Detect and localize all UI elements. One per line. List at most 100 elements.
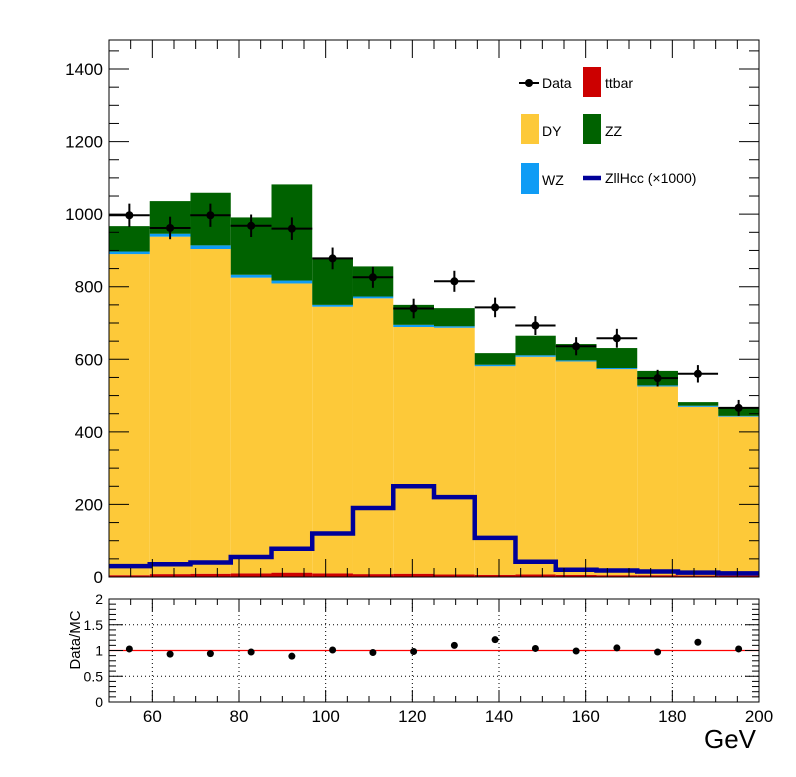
data-point — [166, 223, 175, 232]
bar-DY — [434, 327, 475, 575]
bar-DY — [677, 406, 719, 576]
bar-WZ — [352, 296, 394, 299]
bar-DY — [352, 298, 394, 575]
ratio-point — [247, 648, 255, 656]
legend-signal-label: ZllHcc (×1000) — [605, 170, 696, 186]
ratio-point — [329, 646, 337, 654]
bar-ttbar — [109, 575, 150, 577]
bar-ttbar — [190, 573, 231, 577]
legend-data-marker — [525, 79, 533, 87]
ratio-point — [206, 650, 214, 658]
bar-WZ — [109, 251, 150, 255]
y-tick-label: 400 — [75, 423, 103, 442]
bar-WZ — [677, 405, 719, 407]
y-tick-label: 800 — [75, 278, 103, 297]
legend: Data ttbar DY ZZ WZ ZllHcc (×1000) — [519, 67, 696, 194]
bar-DY — [271, 283, 313, 573]
ratio-points — [125, 636, 743, 660]
bar-WZ — [393, 324, 434, 328]
main-y-axis: 0 200 400 600 800 1000 1200 1400 — [65, 50, 759, 587]
x-tick-label: 80 — [230, 707, 249, 726]
bar-DY — [596, 369, 638, 576]
ratio-point — [694, 638, 702, 646]
bar-DY — [312, 306, 353, 574]
bar-DY — [718, 416, 759, 576]
bar-ttbar — [718, 575, 759, 577]
ratio-y-tick-label: 0 — [95, 694, 103, 710]
bar-ttbar — [312, 573, 353, 577]
x-tick-label: 140 — [485, 707, 513, 726]
y-tick-label: 200 — [75, 495, 103, 514]
data-point — [125, 211, 134, 220]
ratio-y-tick-label: 2 — [95, 591, 103, 607]
ratio-point — [735, 645, 743, 653]
legend-zz-swatch — [583, 114, 601, 144]
bar-DY — [149, 236, 191, 575]
bar-ttbar — [555, 574, 597, 577]
y-tick-label: 1200 — [65, 133, 103, 152]
bar-ttbar — [637, 575, 678, 577]
legend-ttbar-label: ttbar — [605, 75, 633, 91]
bar-ZZ — [596, 348, 638, 369]
y-tick-label: 0 — [94, 568, 103, 587]
legend-dy-swatch — [521, 114, 539, 144]
data-point — [368, 273, 377, 282]
x-tick-label: 160 — [571, 707, 599, 726]
bar-ZZ — [677, 402, 719, 406]
bar-WZ — [190, 245, 231, 249]
bar-ttbar — [515, 574, 556, 577]
legend-wz-swatch — [521, 163, 539, 194]
ratio-y-axis-title: Data/MC — [67, 610, 84, 669]
ratio-point — [572, 647, 580, 655]
bar-DY — [190, 248, 231, 574]
bar-WZ — [515, 355, 556, 357]
x-tick-label: 60 — [143, 707, 162, 726]
bar-WZ — [555, 360, 597, 362]
data-point — [206, 211, 215, 220]
legend-zz-label: ZZ — [605, 123, 623, 139]
bar-ZZ — [109, 226, 150, 252]
y-tick-label: 1400 — [65, 60, 103, 79]
data-point — [653, 374, 662, 383]
bar-ttbar — [352, 574, 394, 577]
bar-WZ — [230, 274, 272, 278]
bar-WZ — [271, 280, 313, 284]
data-point — [531, 321, 540, 330]
ratio-y-axis: 0 0.5 1 1.5 2 — [84, 591, 759, 710]
x-axis-title: GeV — [704, 724, 757, 754]
bar-DY — [230, 277, 272, 574]
bar-ZZ — [434, 308, 475, 327]
ratio-y-tick-label: 1 — [95, 643, 103, 659]
data-point — [572, 342, 581, 351]
bar-ttbar — [230, 573, 272, 577]
bar-ttbar — [596, 575, 638, 577]
data-point — [450, 277, 459, 286]
legend-data-label: Data — [542, 75, 572, 91]
stack-ttbar — [109, 572, 759, 577]
ratio-y-tick-label: 0.5 — [84, 668, 104, 684]
bar-ttbar — [149, 574, 191, 577]
bar-ZZ — [474, 353, 516, 365]
data-point — [612, 334, 621, 343]
signal-line — [109, 484, 759, 576]
bar-DY — [474, 366, 516, 575]
bar-ZZ — [515, 335, 556, 356]
data-point — [734, 403, 743, 412]
x-tick-label: 100 — [311, 707, 339, 726]
x-tick-label: 180 — [658, 707, 686, 726]
bar-WZ — [596, 368, 638, 370]
ratio-point — [288, 652, 296, 660]
legend-ttbar-swatch — [583, 67, 601, 97]
data-point — [287, 224, 296, 233]
ratio-y-tick-label: 1.5 — [84, 617, 104, 633]
bar-WZ — [474, 364, 516, 367]
main-x-axis — [108, 40, 760, 577]
legend-dy-label: DY — [542, 123, 562, 139]
bar-WZ — [718, 415, 759, 417]
bar-DY — [555, 361, 597, 575]
x-tick-label: 200 — [745, 707, 773, 726]
ratio-point — [491, 636, 499, 644]
bar-ttbar — [271, 572, 313, 577]
